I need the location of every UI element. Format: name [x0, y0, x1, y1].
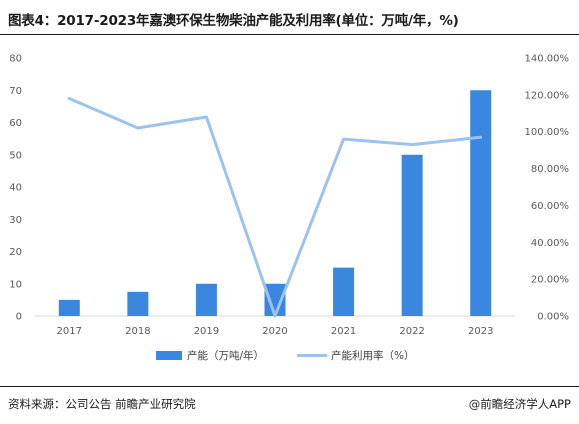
y-left-tick-label: 20	[9, 247, 22, 258]
legend: 产能（万吨/年） 产能利用率（%）	[156, 349, 414, 362]
legend-swatch-bar	[156, 351, 182, 360]
y-right-tick-label: 80.00%	[531, 164, 569, 175]
legend-label-bar: 产能（万吨/年）	[187, 349, 264, 362]
title-divider	[0, 34, 579, 35]
x-tick-label: 2021	[331, 326, 356, 337]
y-left-tick-label: 60	[9, 118, 22, 129]
y-right-tick-label: 100.00%	[525, 127, 570, 138]
y-left-tick-label: 70	[9, 86, 22, 97]
bar-capacity-2021	[333, 267, 355, 316]
y-right-tick-label: 140.00%	[525, 54, 570, 65]
legend-label-line: 产能利用率（%）	[331, 349, 414, 362]
y-left-tick-label: 10	[9, 279, 22, 290]
x-tick-label: 2023	[468, 326, 493, 337]
y-left-tick-label: 0	[16, 312, 22, 323]
y-right-tick-label: 60.00%	[531, 201, 569, 212]
bar-capacity-2023	[470, 90, 492, 316]
y-left-tick-label: 30	[9, 215, 22, 226]
bar-capacity-2018	[127, 291, 149, 316]
y-left-tick-label: 80	[9, 54, 22, 65]
bar-capacity-2020	[264, 283, 286, 316]
x-tick-label: 2017	[57, 326, 82, 337]
x-tick-label: 2020	[262, 326, 287, 337]
y-left-tick-label: 40	[9, 183, 22, 194]
bar-capacity-2017	[58, 299, 80, 316]
y-right-tick-label: 40.00%	[531, 238, 569, 249]
bar-capacity-2019	[195, 283, 217, 316]
line-series	[67, 97, 483, 318]
y-right-tick-label: 120.00%	[525, 90, 570, 101]
y-left-tick-label: 50	[9, 150, 22, 161]
source-note: 资料来源：公司公告 前瞻产业研究院	[8, 397, 196, 411]
bar-capacity-2022	[401, 154, 423, 316]
bar-series	[58, 90, 492, 316]
x-tick-label: 2022	[399, 326, 424, 337]
brand-credit: @前瞻经济学人APP	[468, 397, 571, 411]
x-tick-label: 2018	[125, 326, 150, 337]
y-right-tick-label: 0.00%	[537, 312, 569, 323]
axis-layer: 0 10 20 30 40 50 60 70 80 0.00% 20.00% 40.00% 60.00%…	[9, 54, 569, 338]
x-tick-label: 2019	[194, 326, 219, 337]
combo-chart: 0 10 20 30 40 50 60 70 80 0.00% 20.00% 40.00% 60.00%…	[9, 54, 569, 363]
source-divider	[0, 386, 579, 387]
chart-title: 图表4：2017-2023年嘉澳环保生物柴油产能及利用率(单位：万吨/年，%)	[8, 13, 459, 29]
y-right-tick-label: 20.00%	[531, 275, 569, 286]
